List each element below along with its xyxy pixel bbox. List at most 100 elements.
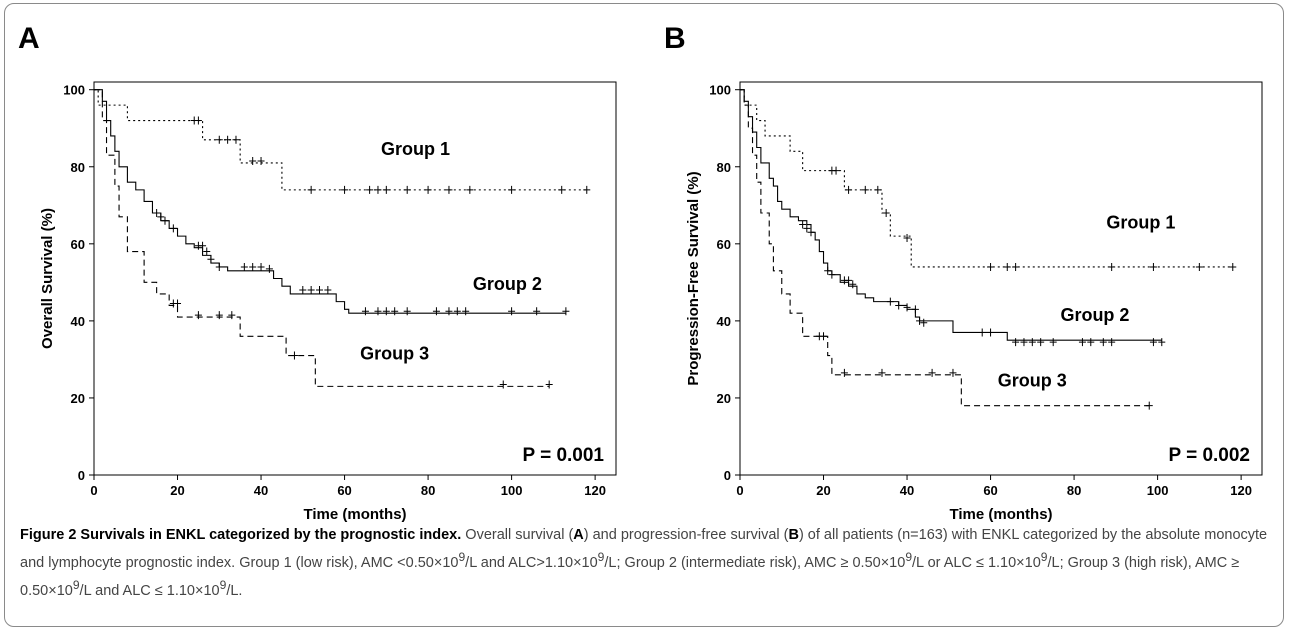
group-label: Group 2 <box>1060 305 1129 325</box>
y-tick-label: 60 <box>71 237 85 252</box>
x-tick-label: 120 <box>584 483 606 498</box>
p-value-label: P = 0.002 <box>1168 445 1250 466</box>
censor-mark <box>1099 338 1107 347</box>
censor-mark <box>840 368 848 377</box>
censor-mark <box>257 156 265 165</box>
censor-mark <box>508 185 516 194</box>
x-tick-label: 40 <box>254 483 268 498</box>
censor-mark <box>895 301 903 310</box>
censor-mark <box>828 270 836 279</box>
caption-superscript: 9 <box>597 550 605 564</box>
censor-mark <box>920 318 928 327</box>
censor-mark <box>1028 338 1036 347</box>
caption-text: B <box>788 527 799 543</box>
y-tick-label: 80 <box>717 160 731 175</box>
caption-superscript: 9 <box>1040 550 1048 564</box>
censor-mark <box>462 307 470 316</box>
censor-mark <box>215 135 223 144</box>
y-tick-label: 40 <box>71 314 85 329</box>
censor-mark <box>1003 262 1011 271</box>
censor-mark <box>903 234 911 243</box>
x-tick-label: 60 <box>337 483 351 498</box>
censor-mark <box>445 185 453 194</box>
x-tick-label: 120 <box>1230 483 1252 498</box>
censor-mark <box>240 262 248 271</box>
y-tick-label: 100 <box>709 83 731 98</box>
group-label: Group 1 <box>1106 212 1175 232</box>
censor-mark <box>228 311 236 320</box>
plot-frame <box>739 81 1263 476</box>
censor-mark <box>878 368 886 377</box>
censor-mark <box>1149 262 1157 271</box>
censor-mark <box>324 286 332 295</box>
censor-mark <box>1108 262 1116 271</box>
censor-mark <box>199 241 207 250</box>
plot-frame <box>93 81 617 476</box>
x-tick-label: 0 <box>736 483 743 498</box>
censor-mark <box>1037 338 1045 347</box>
censor-mark <box>1229 262 1237 271</box>
y-axis-title: Progression-Free Survival (%) <box>685 171 702 385</box>
censor-mark <box>562 307 570 316</box>
censor-mark <box>316 286 324 295</box>
x-tick-label: 40 <box>900 483 914 498</box>
x-tick-label: 20 <box>170 483 184 498</box>
censor-mark <box>1078 338 1086 347</box>
censor-mark <box>799 220 807 229</box>
censor-mark <box>215 311 223 320</box>
censor-mark <box>194 116 202 125</box>
censor-mark <box>1012 338 1020 347</box>
overall-survival-chart: A 0 20 40 60 80 100 120 0 20 40 60 80 100 Time (months… <box>18 22 617 523</box>
censor-mark <box>307 286 315 295</box>
censor-mark <box>249 156 257 165</box>
censor-mark <box>1158 338 1166 347</box>
caption-title: Figure 2 Survivals in ENKL categorized b… <box>20 527 462 543</box>
caption-text: /L; Group 2 (intermediate risk), AMC ≥ 0… <box>604 554 906 571</box>
censor-mark <box>232 135 240 144</box>
group-label: Group 3 <box>360 343 429 363</box>
censor-mark <box>466 185 474 194</box>
censor-mark <box>845 185 853 194</box>
x-tick-label: 80 <box>1067 483 1081 498</box>
censor-mark <box>886 297 894 306</box>
censor-mark <box>161 216 169 225</box>
censor-mark <box>499 380 507 389</box>
censor-mark <box>374 185 382 194</box>
censor-mark <box>916 316 924 325</box>
censor-mark <box>1049 338 1057 347</box>
caption-text: /L. <box>226 582 243 599</box>
censor-mark <box>1020 338 1028 347</box>
censor-mark <box>203 247 211 256</box>
censor-mark <box>824 266 832 275</box>
censor-mark <box>403 307 411 316</box>
censor-mark <box>987 262 995 271</box>
caption-superscript: 9 <box>219 577 227 592</box>
group-label: Group 3 <box>998 370 1067 390</box>
censor-mark <box>290 351 298 360</box>
caption-text: Overall survival ( <box>461 527 574 543</box>
censor-mark <box>807 228 815 237</box>
figure-caption: Figure 2 Survivals in ENKL categorized b… <box>20 524 1270 602</box>
caption-superscript: 9 <box>458 550 466 564</box>
censor-mark <box>978 328 986 337</box>
censor-mark <box>1149 338 1157 347</box>
censor-mark <box>1108 338 1116 347</box>
panel-letter: A <box>18 22 40 55</box>
y-axis-title: Overall Survival (%) <box>39 208 56 349</box>
censor-mark <box>453 307 461 316</box>
censor-mark <box>403 185 411 194</box>
censor-mark <box>341 185 349 194</box>
censor-mark <box>374 307 382 316</box>
y-tick-label: 40 <box>717 314 731 329</box>
x-axis-title: Time (months) <box>949 506 1052 523</box>
censor-mark <box>845 276 853 285</box>
censor-mark <box>257 262 265 271</box>
censor-mark <box>558 185 566 194</box>
censor-mark <box>533 307 541 316</box>
censor-mark <box>903 303 911 312</box>
censor-mark <box>949 368 957 377</box>
censor-mark <box>882 209 890 217</box>
y-tick-label: 100 <box>63 83 85 98</box>
censor-mark <box>157 212 165 221</box>
x-tick-label: 100 <box>501 483 523 498</box>
